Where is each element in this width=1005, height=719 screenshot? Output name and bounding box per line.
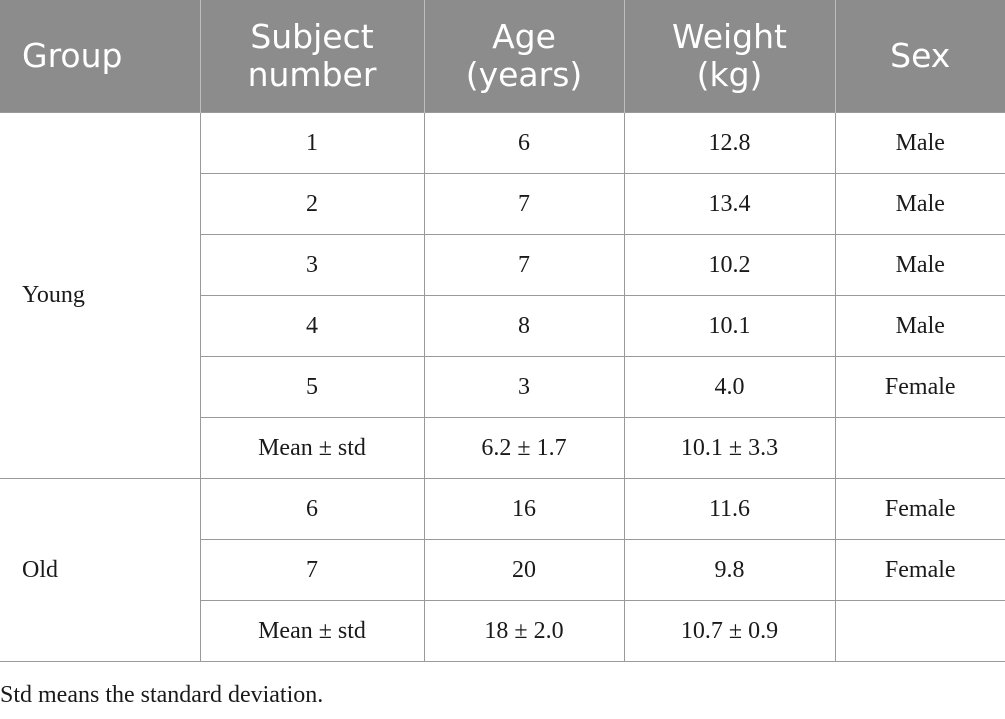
table-row: 5 3 4.0 Female	[0, 356, 1005, 418]
age-summary-cell: 6.2 ± 1.7	[423, 417, 625, 479]
age-cell: 20	[423, 539, 625, 601]
data-table-container: Group Subject number Age (years) Weight …	[0, 0, 1005, 662]
table-row-summary: Mean ± std 6.2 ± 1.7 10.1 ± 3.3	[0, 417, 1005, 479]
header-sex: Sex	[834, 0, 1005, 113]
subject-cell: 3	[199, 234, 425, 296]
table-row: 2 7 13.4 Male	[0, 173, 1005, 235]
sex-summary-cell	[834, 600, 1005, 662]
sex-cell: Male	[834, 173, 1005, 235]
age-cell: 7	[423, 234, 625, 296]
subject-cell: 4	[199, 295, 425, 357]
sex-cell: Male	[834, 295, 1005, 357]
weight-summary-cell: 10.7 ± 0.9	[623, 600, 836, 662]
header-weight-line1: Weight	[672, 17, 787, 56]
table-row-summary: Mean ± std 18 ± 2.0 10.7 ± 0.9	[0, 600, 1005, 662]
summary-label-cell: Mean ± std	[199, 417, 425, 479]
table-row: Old 6 16 11.6 Female	[0, 478, 1005, 662]
weight-cell: 10.1	[623, 295, 836, 357]
header-group: Group	[0, 0, 201, 113]
weight-cell: 13.4	[623, 173, 836, 235]
subject-cell: 6	[199, 478, 425, 540]
age-cell: 8	[423, 295, 625, 357]
subject-cell: 1	[199, 112, 425, 174]
header-subject-number: Subject number	[199, 0, 425, 113]
age-summary-cell: 18 ± 2.0	[423, 600, 625, 662]
summary-label-cell: Mean ± std	[199, 600, 425, 662]
age-cell: 3	[423, 356, 625, 418]
subject-cell: 5	[199, 356, 425, 418]
age-cell: 7	[423, 173, 625, 235]
table-row: 7 20 9.8 Female	[0, 539, 1005, 601]
header-row: Group Subject number Age (years) Weight …	[0, 0, 1005, 113]
sex-cell: Female	[834, 478, 1005, 540]
header-group-label: Group	[22, 36, 123, 75]
sex-cell: Female	[834, 356, 1005, 418]
weight-cell: 4.0	[623, 356, 836, 418]
table-row: 3 7 10.2 Male	[0, 234, 1005, 296]
sex-summary-cell	[834, 417, 1005, 479]
subject-cell: 7	[199, 539, 425, 601]
subjects-table: Group Subject number Age (years) Weight …	[0, 0, 1005, 662]
header-sex-label: Sex	[890, 36, 951, 75]
sex-cell: Female	[834, 539, 1005, 601]
age-cell: 16	[423, 478, 625, 540]
sex-cell: Male	[834, 112, 1005, 174]
table-row: Young 1 6 12.8 Male	[0, 112, 1005, 479]
subject-cell: 2	[199, 173, 425, 235]
header-weight-line2: (kg)	[696, 55, 763, 94]
header-subject-line2: number	[247, 55, 377, 94]
weight-cell: 11.6	[623, 478, 836, 540]
header-weight: Weight (kg)	[623, 0, 836, 113]
header-age-line1: Age	[492, 17, 556, 56]
header-age: Age (years)	[423, 0, 625, 113]
age-cell: 6	[423, 112, 625, 174]
weight-cell: 10.2	[623, 234, 836, 296]
header-subject-line1: Subject	[250, 17, 374, 56]
weight-cell: 9.8	[623, 539, 836, 601]
header-age-line2: (years)	[465, 55, 583, 94]
table-row: 4 8 10.1 Male	[0, 295, 1005, 357]
group-cell-young: Young	[0, 112, 201, 479]
weight-summary-cell: 10.1 ± 3.3	[623, 417, 836, 479]
sex-cell: Male	[834, 234, 1005, 296]
weight-cell: 12.8	[623, 112, 836, 174]
group-cell-old: Old	[0, 478, 201, 662]
table-footnote: Std means the standard deviation.	[0, 682, 324, 708]
